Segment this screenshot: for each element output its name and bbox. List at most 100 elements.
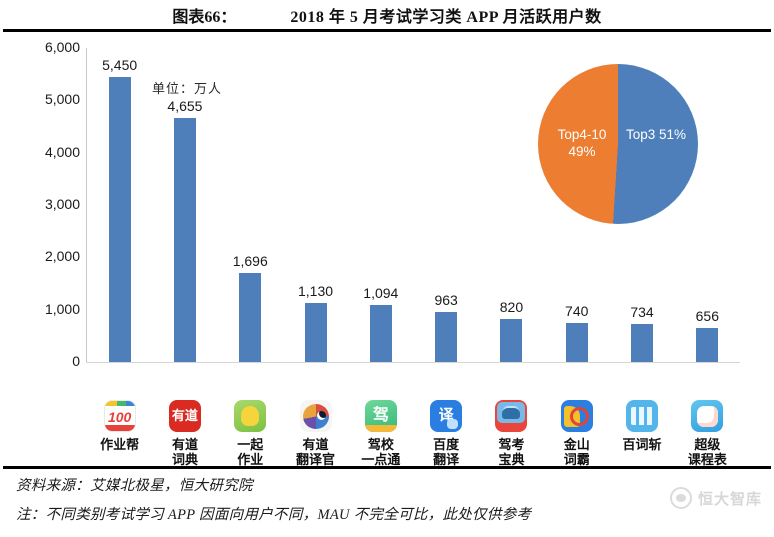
figure-title-row: 图表66： 2018 年 5 月考试学习类 APP 月活跃用户数 bbox=[0, 2, 774, 28]
note-line: 注：不同类别考试学习 APP 因面向用户不同，MAU 不完全可比，此处仅供参考 bbox=[16, 507, 532, 523]
pie-circle bbox=[538, 64, 698, 224]
bar[interactable] bbox=[239, 273, 262, 362]
category-item: 超级 课程表 bbox=[675, 400, 740, 467]
category-label: 百词斩 bbox=[609, 437, 674, 452]
category-label: 金山 词霸 bbox=[544, 437, 609, 467]
bar-group: 1,130 bbox=[283, 48, 348, 362]
category-label-line: 驾考 bbox=[498, 437, 525, 452]
category-item: 金山 词霸 bbox=[544, 400, 609, 467]
footer-divider bbox=[3, 466, 771, 469]
category-label-line: 宝典 bbox=[498, 452, 525, 467]
category-item: 百词斩 bbox=[609, 400, 674, 452]
plot-area: 5,450 4,655 1,696 1,130 1,094 963 820 740 734 656 bbox=[87, 48, 740, 362]
figure-number: 图表66： bbox=[172, 9, 237, 26]
pie-slice-top4-10-value: 49% bbox=[568, 144, 596, 159]
x-axis-line bbox=[86, 362, 740, 363]
bar-group: 656 bbox=[675, 48, 740, 362]
category-label-line: 百词斩 bbox=[622, 437, 662, 452]
bar-chart: 单位：万人 0 1,000 2,000 3,000 4,000 5,000 6,000 5,… bbox=[0, 34, 774, 467]
bar-value-label: 1,696 bbox=[232, 253, 268, 270]
youdao-dictionary-app-icon: 有道 bbox=[168, 400, 201, 432]
category-label-line: 词霸 bbox=[563, 452, 590, 467]
pie-chart: Top4-10 49% Top3 51% bbox=[525, 64, 711, 224]
y-axis-tick: 2,000 bbox=[44, 248, 80, 265]
category-axis: 100 作业帮 有道 有道 词典 一起 作业 有道 翻译官驾驾校 一点通译百度 翻译 驾考 宝典 金山 词霸… bbox=[87, 400, 740, 495]
bar[interactable] bbox=[435, 311, 458, 362]
category-label-line: 百度 bbox=[433, 437, 460, 452]
category-label: 作业帮 bbox=[87, 437, 152, 452]
bar-value-label: 820 bbox=[499, 299, 524, 316]
youdao-translator-app-icon bbox=[299, 400, 332, 432]
jiakao-baodian-app-icon bbox=[495, 400, 528, 432]
category-label: 驾考 宝典 bbox=[479, 437, 544, 467]
category-item: 驾考 宝典 bbox=[479, 400, 544, 467]
jiaxiao-yidiantong-app-icon: 驾 bbox=[364, 400, 397, 432]
y-axis-tick: 0 bbox=[72, 353, 80, 369]
category-label-line: 有道 bbox=[171, 437, 198, 452]
category-label-line: 一起 bbox=[237, 437, 264, 452]
category-label-line: 超级 bbox=[694, 437, 721, 452]
baidu-translate-app-icon: 译 bbox=[430, 400, 463, 432]
category-item: 有道 有道 词典 bbox=[152, 400, 217, 467]
bar-value-label: 4,655 bbox=[167, 98, 203, 115]
baicizhan-app-icon bbox=[626, 400, 659, 432]
category-item: 有道 翻译官 bbox=[283, 400, 348, 467]
category-label-line: 作业 bbox=[237, 452, 264, 467]
category-label-line: 金山 bbox=[563, 437, 590, 452]
category-item: 译百度 翻译 bbox=[414, 400, 479, 467]
y-axis-line bbox=[86, 48, 87, 363]
category-label: 百度 翻译 bbox=[414, 437, 479, 467]
category-label: 超级 课程表 bbox=[675, 437, 740, 467]
pie-slice-top4-10: Top4-10 49% bbox=[551, 126, 613, 160]
bar-value-label: 963 bbox=[434, 291, 458, 308]
bar-group: 820 bbox=[479, 48, 544, 362]
bar-group: 4,655 bbox=[152, 48, 217, 362]
bar[interactable] bbox=[631, 323, 654, 362]
category-label: 驾校 一点通 bbox=[348, 437, 413, 467]
bar[interactable] bbox=[304, 302, 327, 362]
bar-value-label: 740 bbox=[565, 303, 589, 320]
page-title: 2018 年 5 月考试学习类 APP 月活跃用户数 bbox=[290, 9, 602, 26]
category-label-line: 翻译 bbox=[433, 452, 460, 467]
category-label-line: 作业帮 bbox=[100, 437, 140, 452]
bar[interactable] bbox=[108, 76, 131, 362]
y-axis-tick: 1,000 bbox=[44, 300, 80, 317]
category-label-line: 词典 bbox=[171, 452, 198, 467]
yiqizuoye-app-icon bbox=[234, 400, 267, 432]
y-axis-tick: 6,000 bbox=[44, 39, 80, 55]
category-label-line: 翻译官 bbox=[296, 452, 336, 467]
category-item: 一起 作业 bbox=[218, 400, 283, 467]
bar-value-label: 1,094 bbox=[363, 284, 399, 301]
bar[interactable] bbox=[696, 327, 719, 362]
title-divider-top bbox=[3, 29, 771, 32]
bar-group: 734 bbox=[609, 48, 674, 362]
bar[interactable] bbox=[500, 319, 523, 362]
category-label-line: 课程表 bbox=[687, 452, 727, 467]
category-label: 有道 词典 bbox=[152, 437, 217, 467]
bar-value-label: 1,130 bbox=[298, 282, 334, 299]
category-label: 一起 作业 bbox=[218, 437, 283, 467]
category-label-line: 有道 bbox=[302, 437, 329, 452]
source-line: 资料来源：艾媒北极星，恒大研究院 bbox=[16, 478, 253, 494]
bar-group: 963 bbox=[414, 48, 479, 362]
bar-value-label: 656 bbox=[695, 307, 720, 324]
bar[interactable] bbox=[565, 323, 588, 362]
pie-slice-top3: Top3 51% bbox=[625, 126, 687, 143]
category-label-line: 驾校 bbox=[367, 437, 394, 452]
category-label-line: 一点通 bbox=[361, 452, 401, 467]
category-item: 驾驾校 一点通 bbox=[348, 400, 413, 467]
bar-group: 5,450 bbox=[87, 48, 152, 362]
category-item: 100 作业帮 bbox=[87, 400, 152, 452]
jinshan-ciba-app-icon bbox=[560, 400, 593, 432]
bar-value-label: 5,450 bbox=[102, 56, 138, 73]
bar[interactable] bbox=[369, 304, 392, 362]
pie-slice-top3-value: 51% bbox=[659, 127, 687, 142]
bar[interactable] bbox=[173, 118, 196, 362]
unit-label: 单位：万人 bbox=[152, 81, 223, 96]
y-axis-tick: 4,000 bbox=[44, 143, 80, 160]
category-label: 有道 翻译官 bbox=[283, 437, 348, 467]
bar-group: 1,094 bbox=[348, 48, 413, 362]
pie-slice-top3-label: Top3 bbox=[625, 127, 656, 142]
chaoji-kechengbiao-app-icon bbox=[691, 400, 724, 432]
